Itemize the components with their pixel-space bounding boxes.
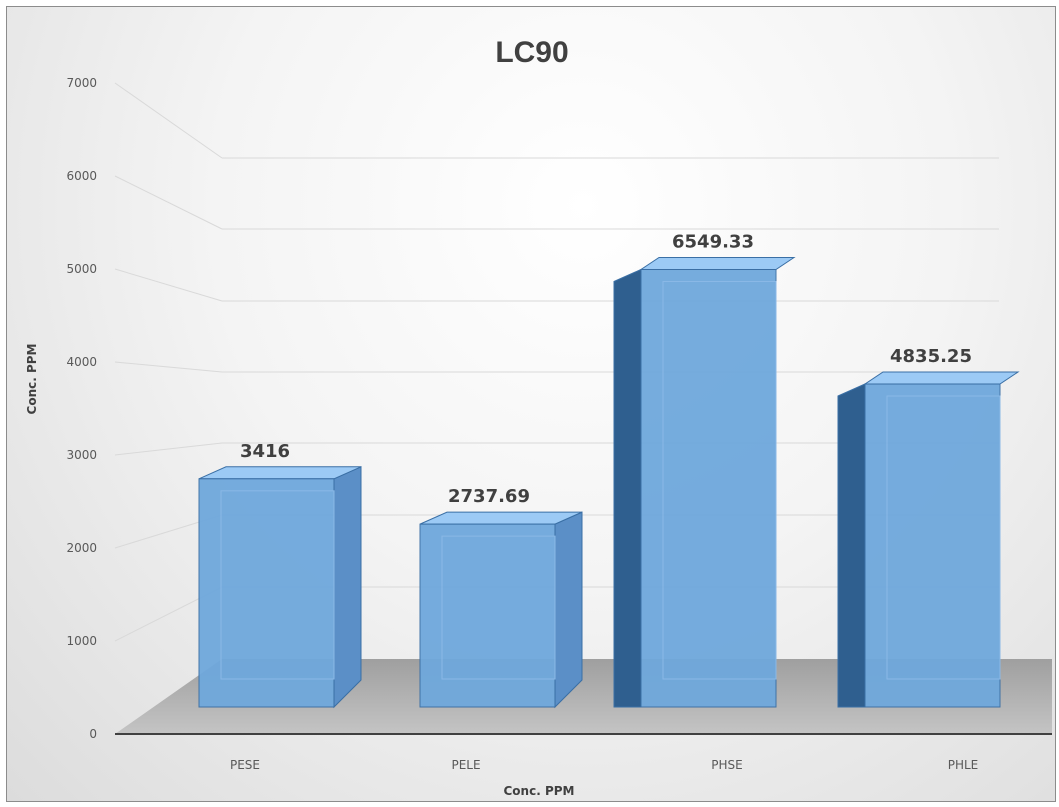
bars xyxy=(198,257,1020,709)
gridline-diagonal xyxy=(114,442,223,456)
y-tick-label: 4000 xyxy=(66,355,97,369)
data-label: 2737.69 xyxy=(448,486,530,507)
chart-title: LC90 xyxy=(495,36,568,69)
y-tick-label: 6000 xyxy=(66,169,97,183)
x-axis-title: Conc. PPM xyxy=(504,784,575,798)
bar-top xyxy=(198,466,362,480)
x-axis-ticks: PESE PELE PHSE PHLE xyxy=(230,758,978,772)
data-label: 4835.25 xyxy=(890,346,972,367)
bar-side xyxy=(613,268,642,708)
bar-side xyxy=(837,383,866,708)
x-tick-label: PESE xyxy=(230,758,260,772)
x-tick-label: PHSE xyxy=(711,758,742,772)
y-tick-label: 3000 xyxy=(66,448,97,462)
x-tick-label: PHLE xyxy=(948,758,979,772)
bar xyxy=(419,523,556,708)
data-label: 3416 xyxy=(240,441,290,462)
bar xyxy=(198,478,335,708)
bar-side xyxy=(554,511,583,709)
gridline-diagonal xyxy=(114,268,223,302)
chart-area: 0 1000 2000 3000 4000 5000 6000 7000 PESE PELE PH… xyxy=(6,6,1056,802)
bar xyxy=(864,383,1001,708)
bar-top xyxy=(639,257,796,271)
gridline-diagonal xyxy=(114,175,223,230)
bar-top xyxy=(863,371,1020,385)
y-tick-label: 7000 xyxy=(66,76,97,90)
bar-inner-edge xyxy=(441,535,556,680)
y-axis-title: Conc. PPM xyxy=(25,344,39,415)
y-tick-label: 0 xyxy=(89,727,97,741)
bar-inner-edge xyxy=(886,395,1001,680)
bar xyxy=(640,269,777,708)
x-tick-label: PELE xyxy=(451,758,480,772)
gridlines xyxy=(114,82,999,642)
data-labels: 3416 2737.69 6549.33 4835.25 xyxy=(240,232,972,508)
bar-inner-edge xyxy=(662,281,777,680)
bar-top xyxy=(419,511,583,525)
y-tick-label: 5000 xyxy=(66,262,97,276)
bar-inner-edge xyxy=(220,490,335,680)
chart-svg: 0 1000 2000 3000 4000 5000 6000 7000 PESE PELE PH… xyxy=(25,36,1052,798)
gridline-diagonal xyxy=(114,82,223,159)
y-tick-label: 1000 xyxy=(66,634,97,648)
bar-side xyxy=(333,466,362,709)
data-label: 6549.33 xyxy=(672,232,754,253)
y-axis-ticks: 0 1000 2000 3000 4000 5000 6000 7000 xyxy=(66,76,97,741)
y-tick-label: 2000 xyxy=(66,541,97,555)
gridline-diagonal xyxy=(114,361,223,373)
